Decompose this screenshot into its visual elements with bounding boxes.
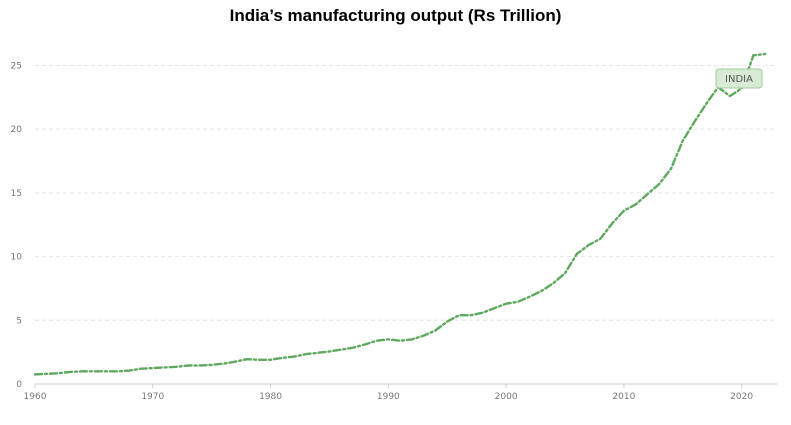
y-axis-ticks: 0 5 10 15 20 25 xyxy=(11,61,23,390)
y-tick-label: 0 xyxy=(16,380,22,390)
x-tick-label: 2010 xyxy=(612,392,635,402)
y-tick-label: 10 xyxy=(11,253,23,263)
x-axis-ticks: 1960 1970 1980 1990 2000 2010 2020 xyxy=(24,384,753,402)
chart-title: India’s manufacturing output (Rs Trillio… xyxy=(229,6,562,25)
legend-badge[interactable] xyxy=(715,68,763,89)
x-tick-label: 2020 xyxy=(730,392,753,402)
x-tick-label: 1960 xyxy=(24,392,47,402)
legend-label: INDIA xyxy=(725,74,753,85)
y-tick-label: 5 xyxy=(16,316,22,326)
series-line-india[interactable] xyxy=(33,52,767,376)
series-group xyxy=(33,52,767,376)
y-tick-label: 25 xyxy=(11,61,22,71)
x-tick-label: 1980 xyxy=(259,392,282,402)
y-tick-label: 15 xyxy=(11,189,22,199)
x-tick-label: 1970 xyxy=(141,392,164,402)
x-tick-label: 2000 xyxy=(495,392,518,402)
x-tick-label: 1990 xyxy=(377,392,400,402)
y-tick-label: 20 xyxy=(11,125,23,135)
grid-lines xyxy=(35,64,777,321)
series-legend[interactable]: INDIA xyxy=(715,68,763,89)
